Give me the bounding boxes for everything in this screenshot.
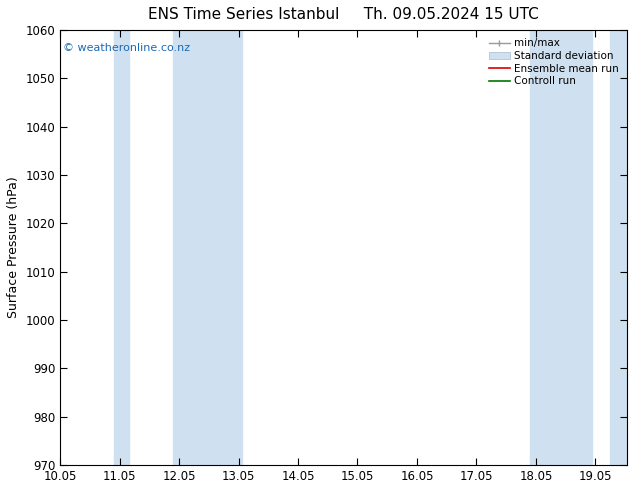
Bar <box>173 30 242 465</box>
Text: © weatheronline.co.nz: © weatheronline.co.nz <box>63 43 190 53</box>
Bar <box>611 30 627 465</box>
Bar <box>113 30 129 465</box>
Legend: min/max, Standard deviation, Ensemble mean run, Controll run: min/max, Standard deviation, Ensemble me… <box>486 35 622 89</box>
Y-axis label: Surface Pressure (hPa): Surface Pressure (hPa) <box>7 177 20 318</box>
Bar <box>530 30 592 465</box>
Title: ENS Time Series Istanbul     Th. 09.05.2024 15 UTC: ENS Time Series Istanbul Th. 09.05.2024 … <box>148 7 539 22</box>
